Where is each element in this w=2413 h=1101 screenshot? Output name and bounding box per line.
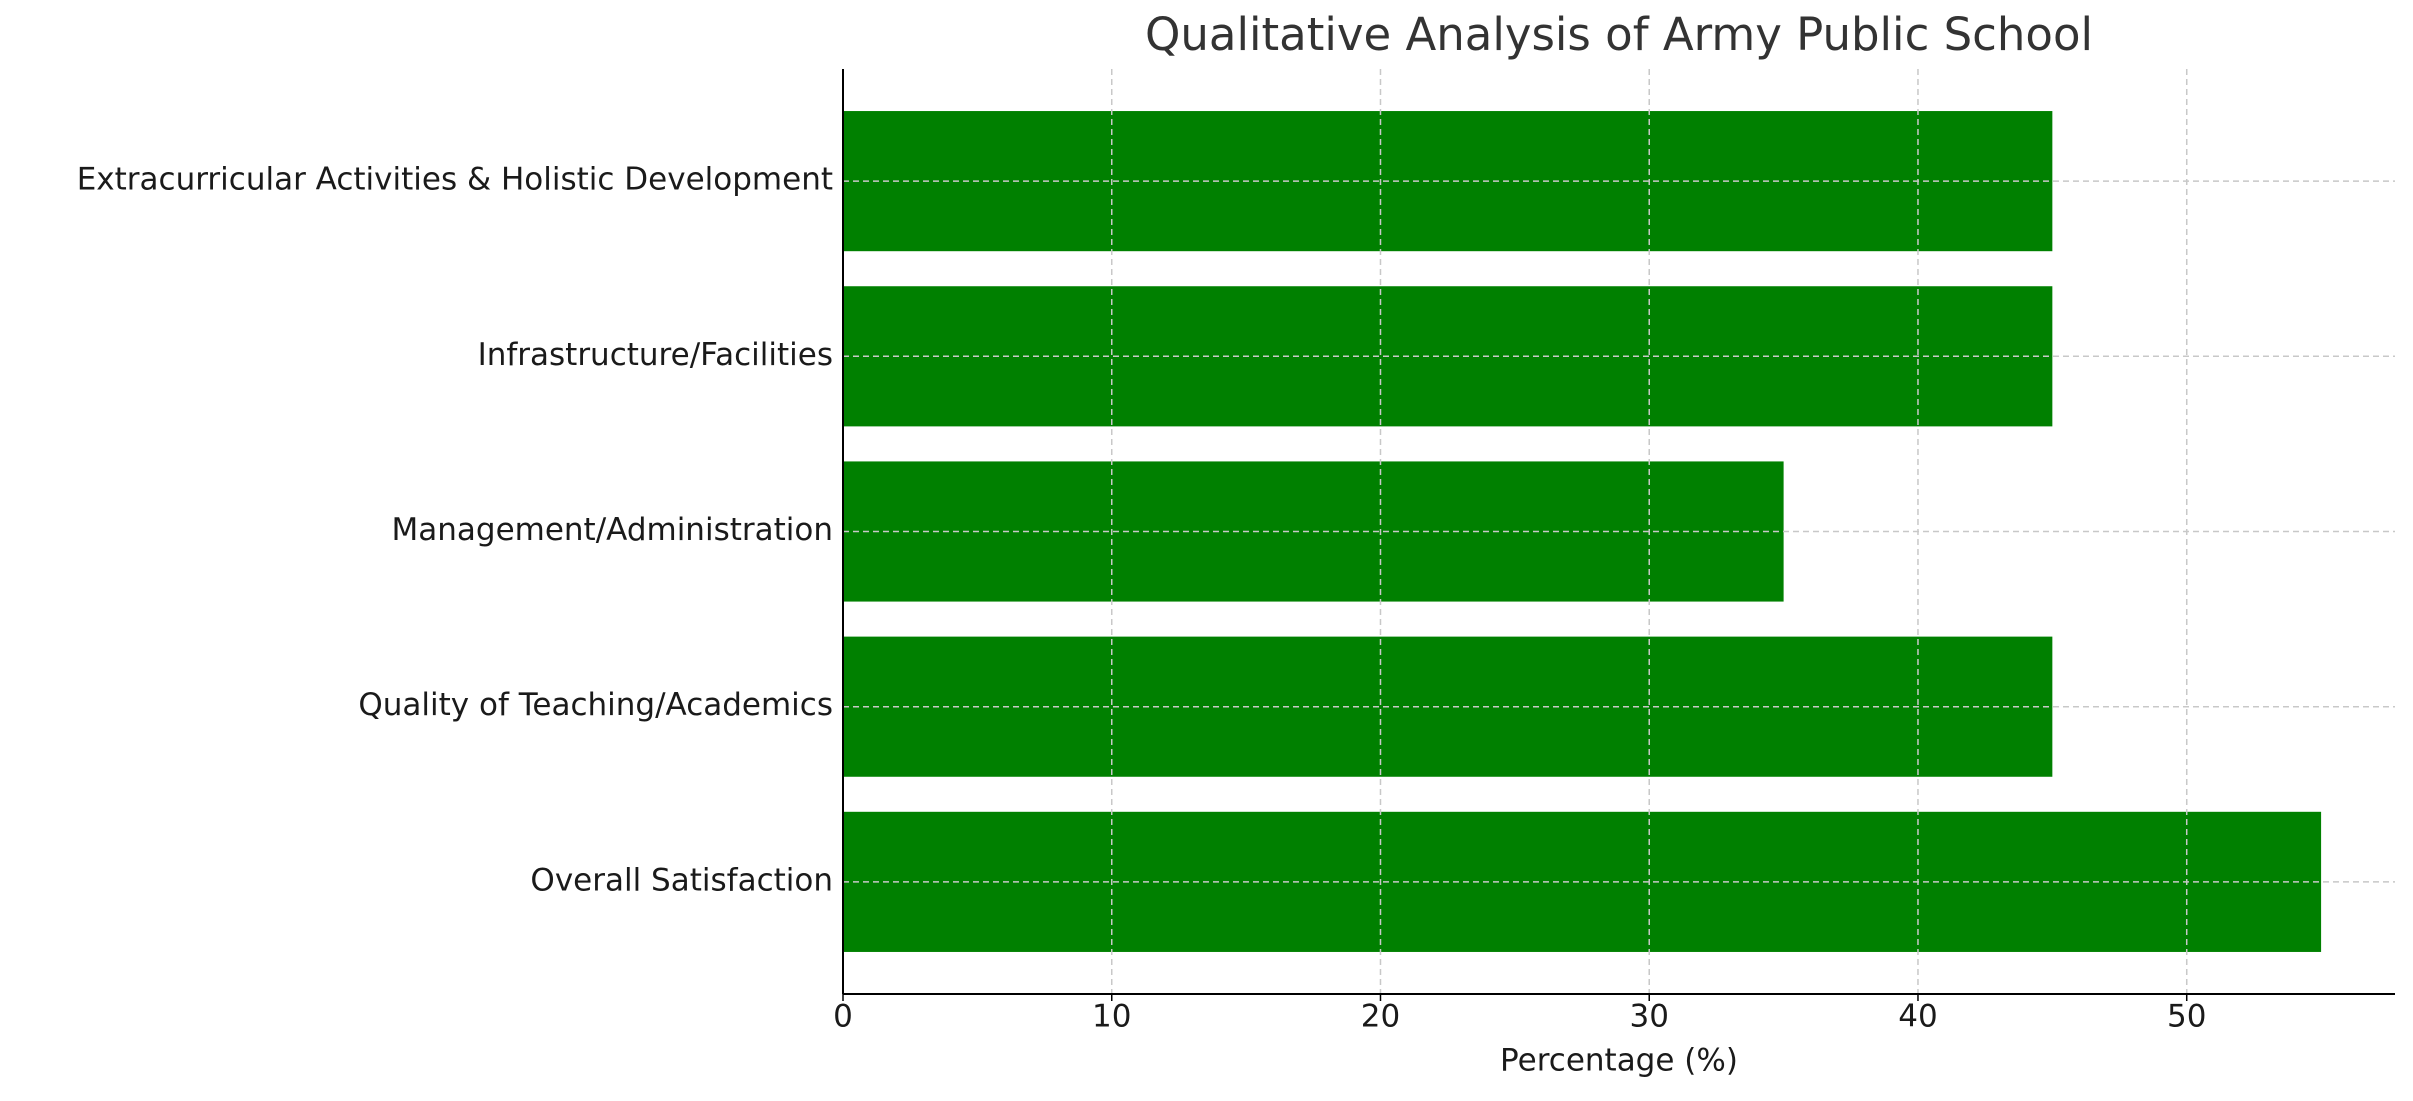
x-tick-label: 30 [1630, 999, 1669, 1035]
y-tick-label: Extracurricular Activities & Holistic De… [77, 162, 833, 198]
x-tick-label: 0 [833, 999, 853, 1035]
x-tick-label: 10 [1092, 999, 1131, 1035]
x-axis-label: Percentage (%) [1500, 1043, 1738, 1079]
chart-title: Qualitative Analysis of Army Public Scho… [1145, 8, 2093, 61]
x-tick-label: 20 [1361, 999, 1400, 1035]
x-tick-label: 40 [1898, 999, 1937, 1035]
x-tick-label: 50 [2167, 999, 2206, 1035]
y-tick-label: Quality of Teaching/Academics [358, 687, 833, 723]
y-tick-label: Overall Satisfaction [530, 862, 833, 898]
y-tick-label: Management/Administration [392, 512, 834, 548]
y-tick-label: Infrastructure/Facilities [478, 337, 833, 373]
